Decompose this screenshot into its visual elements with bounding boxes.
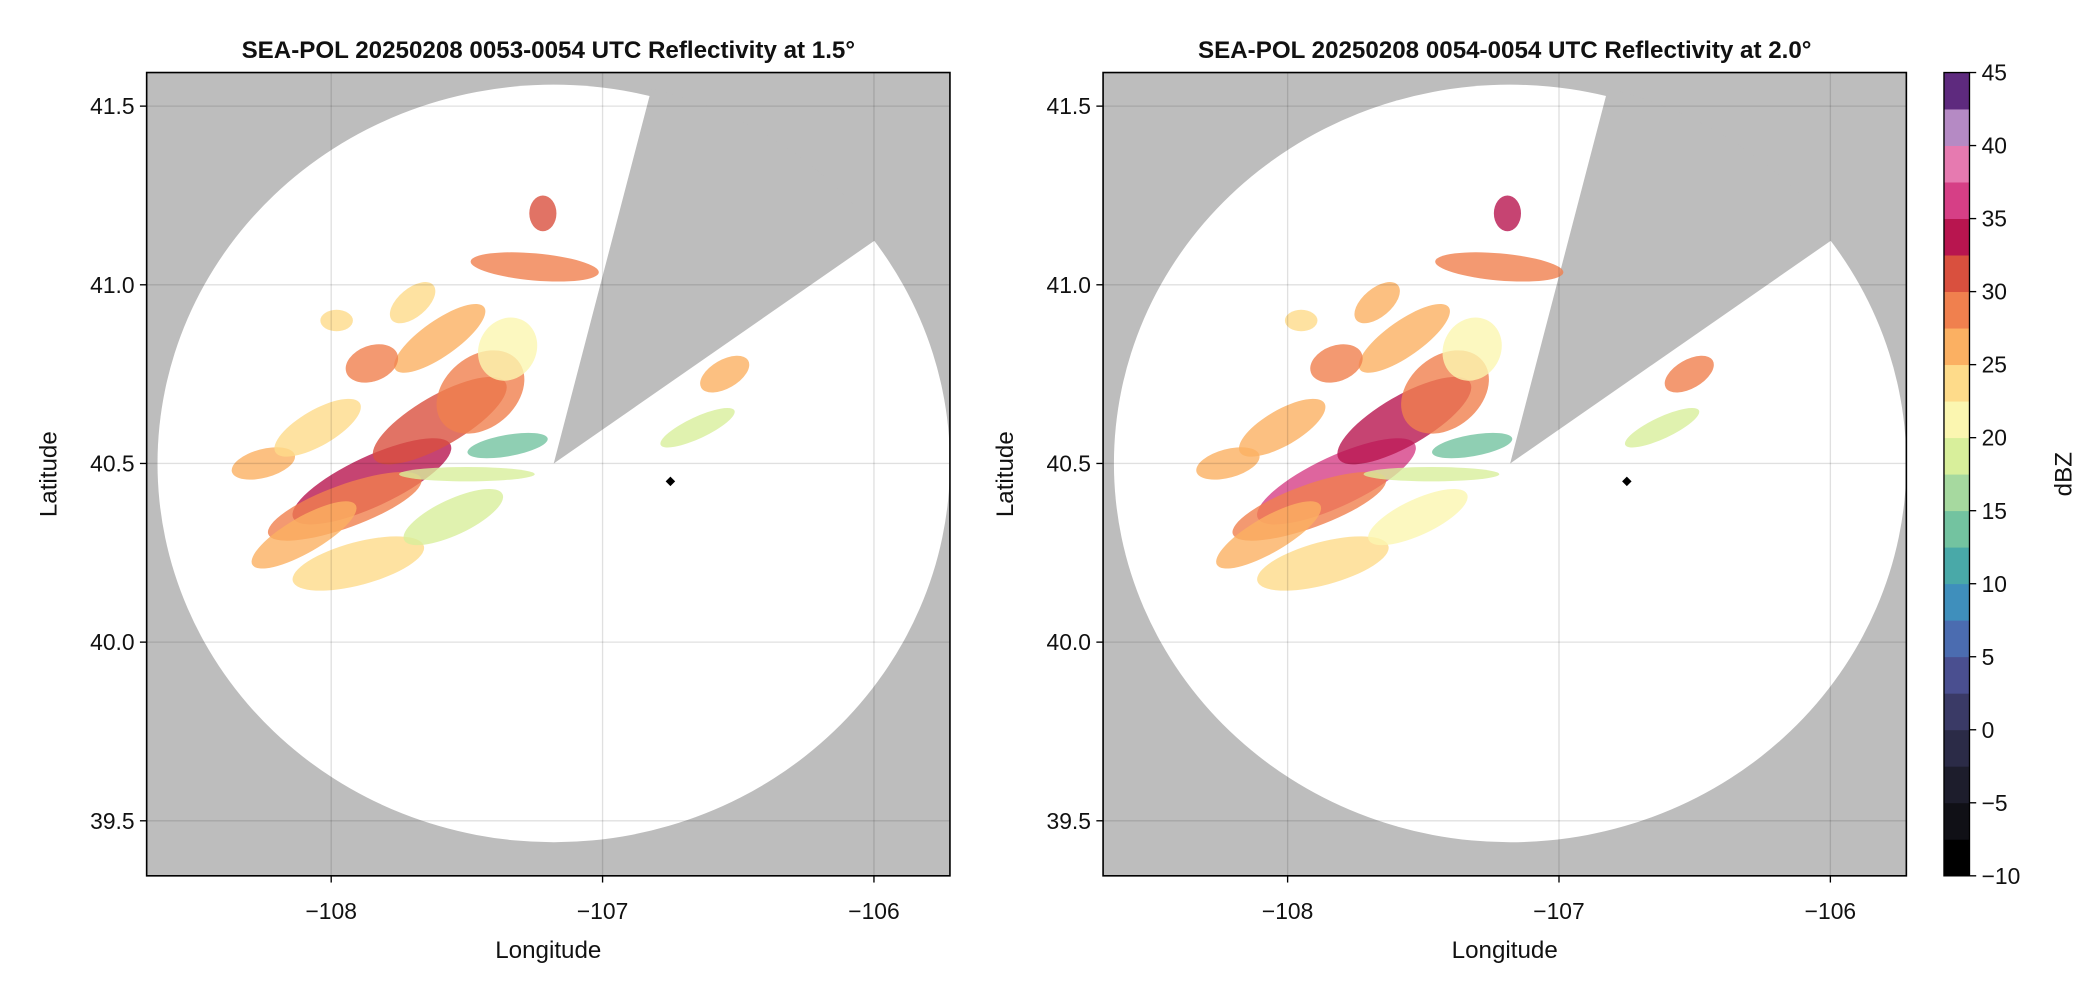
blocked-sector [1510, 88, 1838, 464]
echo-region [1432, 432, 1513, 459]
colorbar-tick-label: 40 [1982, 133, 2007, 159]
colorbar-tick-label: 5 [1982, 644, 1995, 670]
y-axis-label: Latitude [992, 431, 1019, 517]
plot-frame [145, 71, 951, 877]
y-tick-label: 40.0 [1047, 629, 1091, 655]
x-tick-label: −108 [305, 898, 356, 924]
echo-region [1216, 501, 1322, 569]
echo-region [1284, 309, 1318, 332]
echo-region [1368, 488, 1468, 546]
colorbar-swatch [1943, 437, 1970, 475]
echo-region [403, 488, 504, 546]
colorbar-swatch [1943, 328, 1970, 366]
y-tick-label: 41.5 [1047, 93, 1091, 119]
colorbar-tick-label: 45 [1982, 60, 2007, 86]
chart-title: SEA-POL 20250208 0054-0054 UTC Reflectiv… [1198, 37, 1811, 64]
panel [1103, 72, 1907, 876]
colorbar-swatch [1943, 109, 1970, 146]
colorbar-swatch [1943, 729, 1970, 767]
panel [146, 72, 950, 876]
x-tick-label: −107 [577, 898, 628, 924]
x-axis-label: Longitude [495, 937, 601, 964]
y-tick-label: 40.0 [90, 629, 134, 655]
echo-region [389, 282, 436, 324]
y-tick-label: 41.0 [1047, 272, 1091, 298]
colorbar-swatch [1943, 766, 1970, 804]
y-tick-label: 39.5 [1047, 808, 1091, 834]
point-marker [665, 476, 676, 487]
colorbar-swatch [1943, 218, 1970, 256]
colorbar-frame [1943, 71, 1971, 877]
colorbar-swatch [1943, 291, 1970, 329]
colorbar-swatch [1943, 620, 1970, 658]
colorbar-swatch [1943, 583, 1970, 621]
echo-region [1442, 317, 1502, 381]
colorbar-tick-label: −10 [1982, 863, 2021, 889]
x-tick-label: −107 [1533, 898, 1584, 924]
echo-region [1358, 303, 1450, 373]
echo-region [467, 432, 548, 459]
echo-region [1354, 282, 1400, 324]
echo-region [1257, 536, 1389, 591]
colorbar-swatch [1943, 802, 1970, 840]
y-tick-label: 39.5 [90, 808, 134, 834]
echo-region [1310, 344, 1363, 383]
colorbar-swatch [1943, 182, 1970, 219]
colorbar-swatch [1943, 401, 1970, 439]
colorbar-tick-label: 35 [1982, 206, 2007, 232]
colorbar-swatch [1943, 72, 1970, 110]
echo-region [251, 501, 357, 569]
echo-region [1435, 252, 1564, 282]
y-tick-label: 41.0 [90, 272, 134, 298]
echo-region [399, 467, 535, 482]
echo-region [320, 309, 353, 332]
echo-region [529, 195, 557, 232]
y-axis-label: Latitude [36, 431, 63, 517]
colorbar-tick-label: 20 [1982, 425, 2007, 451]
colorbar-swatch [1943, 255, 1970, 293]
colorbar-label: dBZ [2051, 452, 2078, 496]
colorbar-tick-label: 15 [1982, 498, 2007, 524]
echo-region [470, 252, 599, 282]
echo-region [1493, 195, 1521, 232]
echo-region [1363, 467, 1500, 482]
colorbar-swatch [1943, 145, 1970, 183]
plot-frame [1102, 71, 1908, 877]
colorbar-swatch [1943, 510, 1970, 548]
colorbar-tick-label: 25 [1982, 352, 2007, 378]
x-tick-label: −106 [848, 898, 899, 924]
colorbar-swatch [1943, 693, 1970, 731]
colorbar-swatch [1943, 547, 1970, 585]
colorbar-tick-label: 30 [1982, 279, 2007, 305]
x-tick-label: −108 [1262, 898, 1313, 924]
echo-region [1624, 407, 1700, 448]
echo-region [274, 398, 361, 457]
colorbar-swatch [1943, 839, 1970, 877]
y-tick-label: 41.5 [90, 93, 134, 119]
echo-region [1664, 355, 1714, 393]
echo-region [1238, 398, 1326, 457]
echo-region [292, 536, 425, 591]
y-tick-label: 40.5 [1047, 451, 1091, 477]
echo-region [477, 317, 538, 381]
echo-region [394, 303, 486, 373]
echo-region [660, 407, 735, 448]
x-axis-label: Longitude [1452, 937, 1558, 964]
colorbar-swatch [1943, 474, 1970, 512]
colorbar-tick-label: 0 [1982, 717, 1995, 743]
y-tick-label: 40.5 [90, 451, 134, 477]
blocked-sector [553, 88, 881, 464]
x-tick-label: −106 [1805, 898, 1856, 924]
colorbar-tick-label: 10 [1982, 571, 2007, 597]
echo-region [231, 447, 296, 480]
echo-region [345, 344, 399, 383]
echo-region [1196, 447, 1260, 480]
echo-region [700, 355, 750, 393]
colorbar-swatch [1943, 364, 1970, 402]
colorbar-swatch [1943, 656, 1970, 694]
chart-title: SEA-POL 20250208 0053-0054 UTC Reflectiv… [242, 37, 855, 64]
colorbar-tick-label: −5 [1982, 790, 2008, 816]
